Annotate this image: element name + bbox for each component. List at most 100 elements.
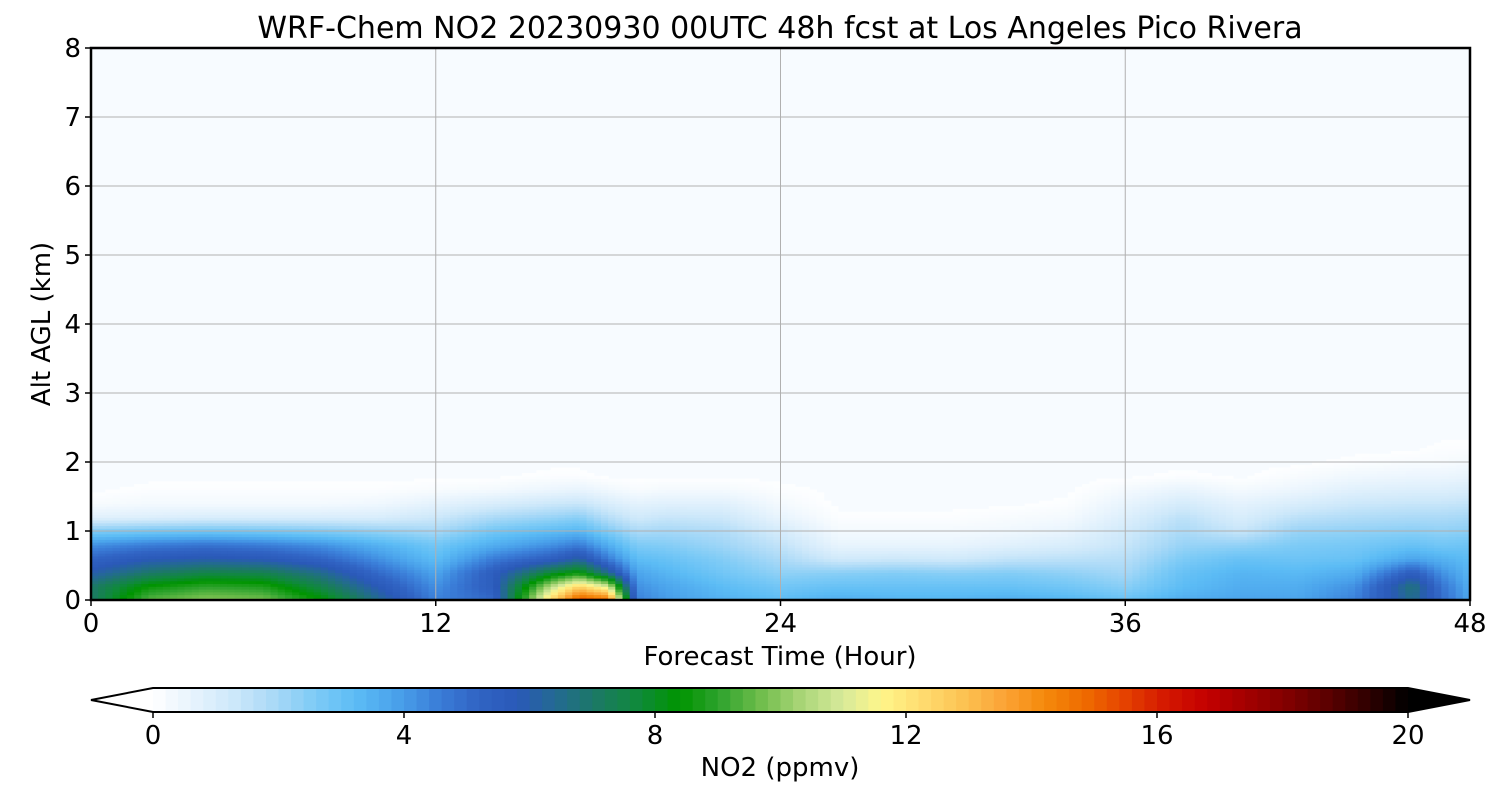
- heatmap-cell: [730, 555, 738, 560]
- heatmap-cell: [105, 525, 114, 529]
- heatmap-cell: [1390, 564, 1399, 568]
- heatmap-cell: [1261, 542, 1270, 546]
- heatmap-cell: [112, 553, 121, 557]
- heatmap-cell: [543, 553, 552, 557]
- heatmap-cell: [1089, 575, 1098, 579]
- heatmap-cell: [1161, 591, 1169, 596]
- heatmap-cell: [1398, 547, 1406, 551]
- heatmap-cell: [256, 591, 264, 596]
- heatmap-cell: [428, 569, 437, 573]
- heatmap-cell: [952, 588, 961, 593]
- heatmap-cell: [112, 580, 121, 585]
- heatmap-cell: [119, 597, 128, 600]
- heatmap-cell: [363, 539, 372, 543]
- heatmap-cell: [205, 536, 214, 540]
- heatmap-cell: [91, 564, 99, 568]
- heatmap-cell: [679, 564, 688, 568]
- heatmap-cell: [1168, 580, 1177, 585]
- heatmap-cell: [119, 558, 128, 562]
- heatmap-cell: [938, 577, 947, 582]
- heatmap-cell: [751, 572, 760, 576]
- heatmap-cell: [378, 558, 387, 562]
- heatmap-cell: [98, 566, 106, 571]
- heatmap-cell: [198, 577, 207, 582]
- heatmap-cell: [306, 588, 315, 593]
- heatmap-cell: [249, 558, 257, 562]
- heatmap-cell: [1182, 533, 1191, 538]
- heatmap-cell: [507, 580, 516, 585]
- heatmap-cell: [723, 528, 731, 532]
- heatmap-cell: [608, 536, 616, 540]
- heatmap-cell: [270, 594, 279, 598]
- heatmap-cell: [277, 566, 286, 571]
- heatmap-cell: [644, 555, 652, 560]
- heatmap-cell: [1319, 550, 1327, 554]
- heatmap-cell: [1276, 588, 1284, 593]
- heatmap-cell: [845, 564, 853, 568]
- heatmap-cell: [1153, 542, 1162, 546]
- heatmap-cell: [802, 569, 810, 573]
- heatmap-cell: [1419, 591, 1428, 596]
- heatmap-cell: [378, 566, 387, 571]
- heatmap-cell: [320, 564, 329, 568]
- heatmap-cell: [198, 566, 207, 571]
- heatmap-cell: [1297, 586, 1306, 590]
- heatmap-cell: [629, 597, 638, 600]
- heatmap-cell: [342, 558, 351, 562]
- heatmap-cell: [256, 528, 264, 532]
- heatmap-cell: [155, 566, 164, 571]
- heatmap-cell: [802, 539, 810, 543]
- heatmap-cell: [521, 542, 530, 546]
- heatmap-cell: [1240, 550, 1248, 554]
- heatmap-cell: [1434, 569, 1442, 573]
- heatmap-cell: [162, 539, 171, 543]
- heatmap-cell: [184, 577, 193, 582]
- heatmap-cell: [1405, 533, 1414, 538]
- heatmap-cell: [191, 555, 200, 560]
- heatmap-cell: [1412, 536, 1421, 540]
- heatmap-cell: [730, 597, 738, 600]
- heatmap-cell: [945, 536, 954, 540]
- heatmap-cell: [270, 544, 279, 549]
- heatmap-cell: [995, 594, 1004, 598]
- heatmap-cell: [478, 542, 487, 546]
- heatmap-cell: [758, 586, 767, 590]
- heatmap-cell: [1204, 564, 1213, 568]
- heatmap-cell: [1412, 533, 1421, 538]
- heatmap-cell: [98, 542, 106, 546]
- heatmap-cell: [1455, 542, 1464, 546]
- heatmap-cell: [952, 575, 961, 579]
- heatmap-cell: [292, 558, 300, 562]
- heatmap-cell: [701, 558, 710, 562]
- heatmap-cell: [1031, 597, 1040, 600]
- heatmap-cell: [1390, 583, 1399, 587]
- heatmap-cell: [493, 558, 501, 562]
- heatmap-cell: [1240, 531, 1248, 535]
- heatmap-cell: [1189, 555, 1198, 560]
- heatmap-cell: [1010, 569, 1019, 573]
- heatmap-cell: [1046, 531, 1055, 535]
- heatmap-cell: [952, 542, 961, 546]
- heatmap-cell: [701, 539, 710, 543]
- heatmap-cell: [1340, 588, 1349, 593]
- heatmap-cell: [845, 553, 853, 557]
- heatmap-cell: [141, 547, 150, 551]
- heatmap-cell: [536, 555, 545, 560]
- heatmap-cell: [1175, 594, 1184, 598]
- heatmap-cell: [802, 580, 810, 585]
- heatmap-cell: [1010, 577, 1019, 582]
- heatmap-cell: [478, 531, 487, 535]
- heatmap-cell: [888, 539, 897, 543]
- heatmap-cell: [335, 547, 343, 551]
- heatmap-cell: [1240, 558, 1248, 562]
- heatmap-cell: [1304, 533, 1313, 538]
- heatmap-cell: [105, 583, 114, 587]
- heatmap-cell: [758, 542, 767, 546]
- heatmap-cell: [421, 539, 430, 543]
- heatmap-cell: [227, 528, 236, 532]
- heatmap-cell: [1426, 539, 1435, 543]
- heatmap-cell: [1003, 586, 1011, 590]
- heatmap-cell: [873, 528, 882, 532]
- heatmap-cell: [1297, 575, 1306, 579]
- heatmap-cell: [98, 597, 106, 600]
